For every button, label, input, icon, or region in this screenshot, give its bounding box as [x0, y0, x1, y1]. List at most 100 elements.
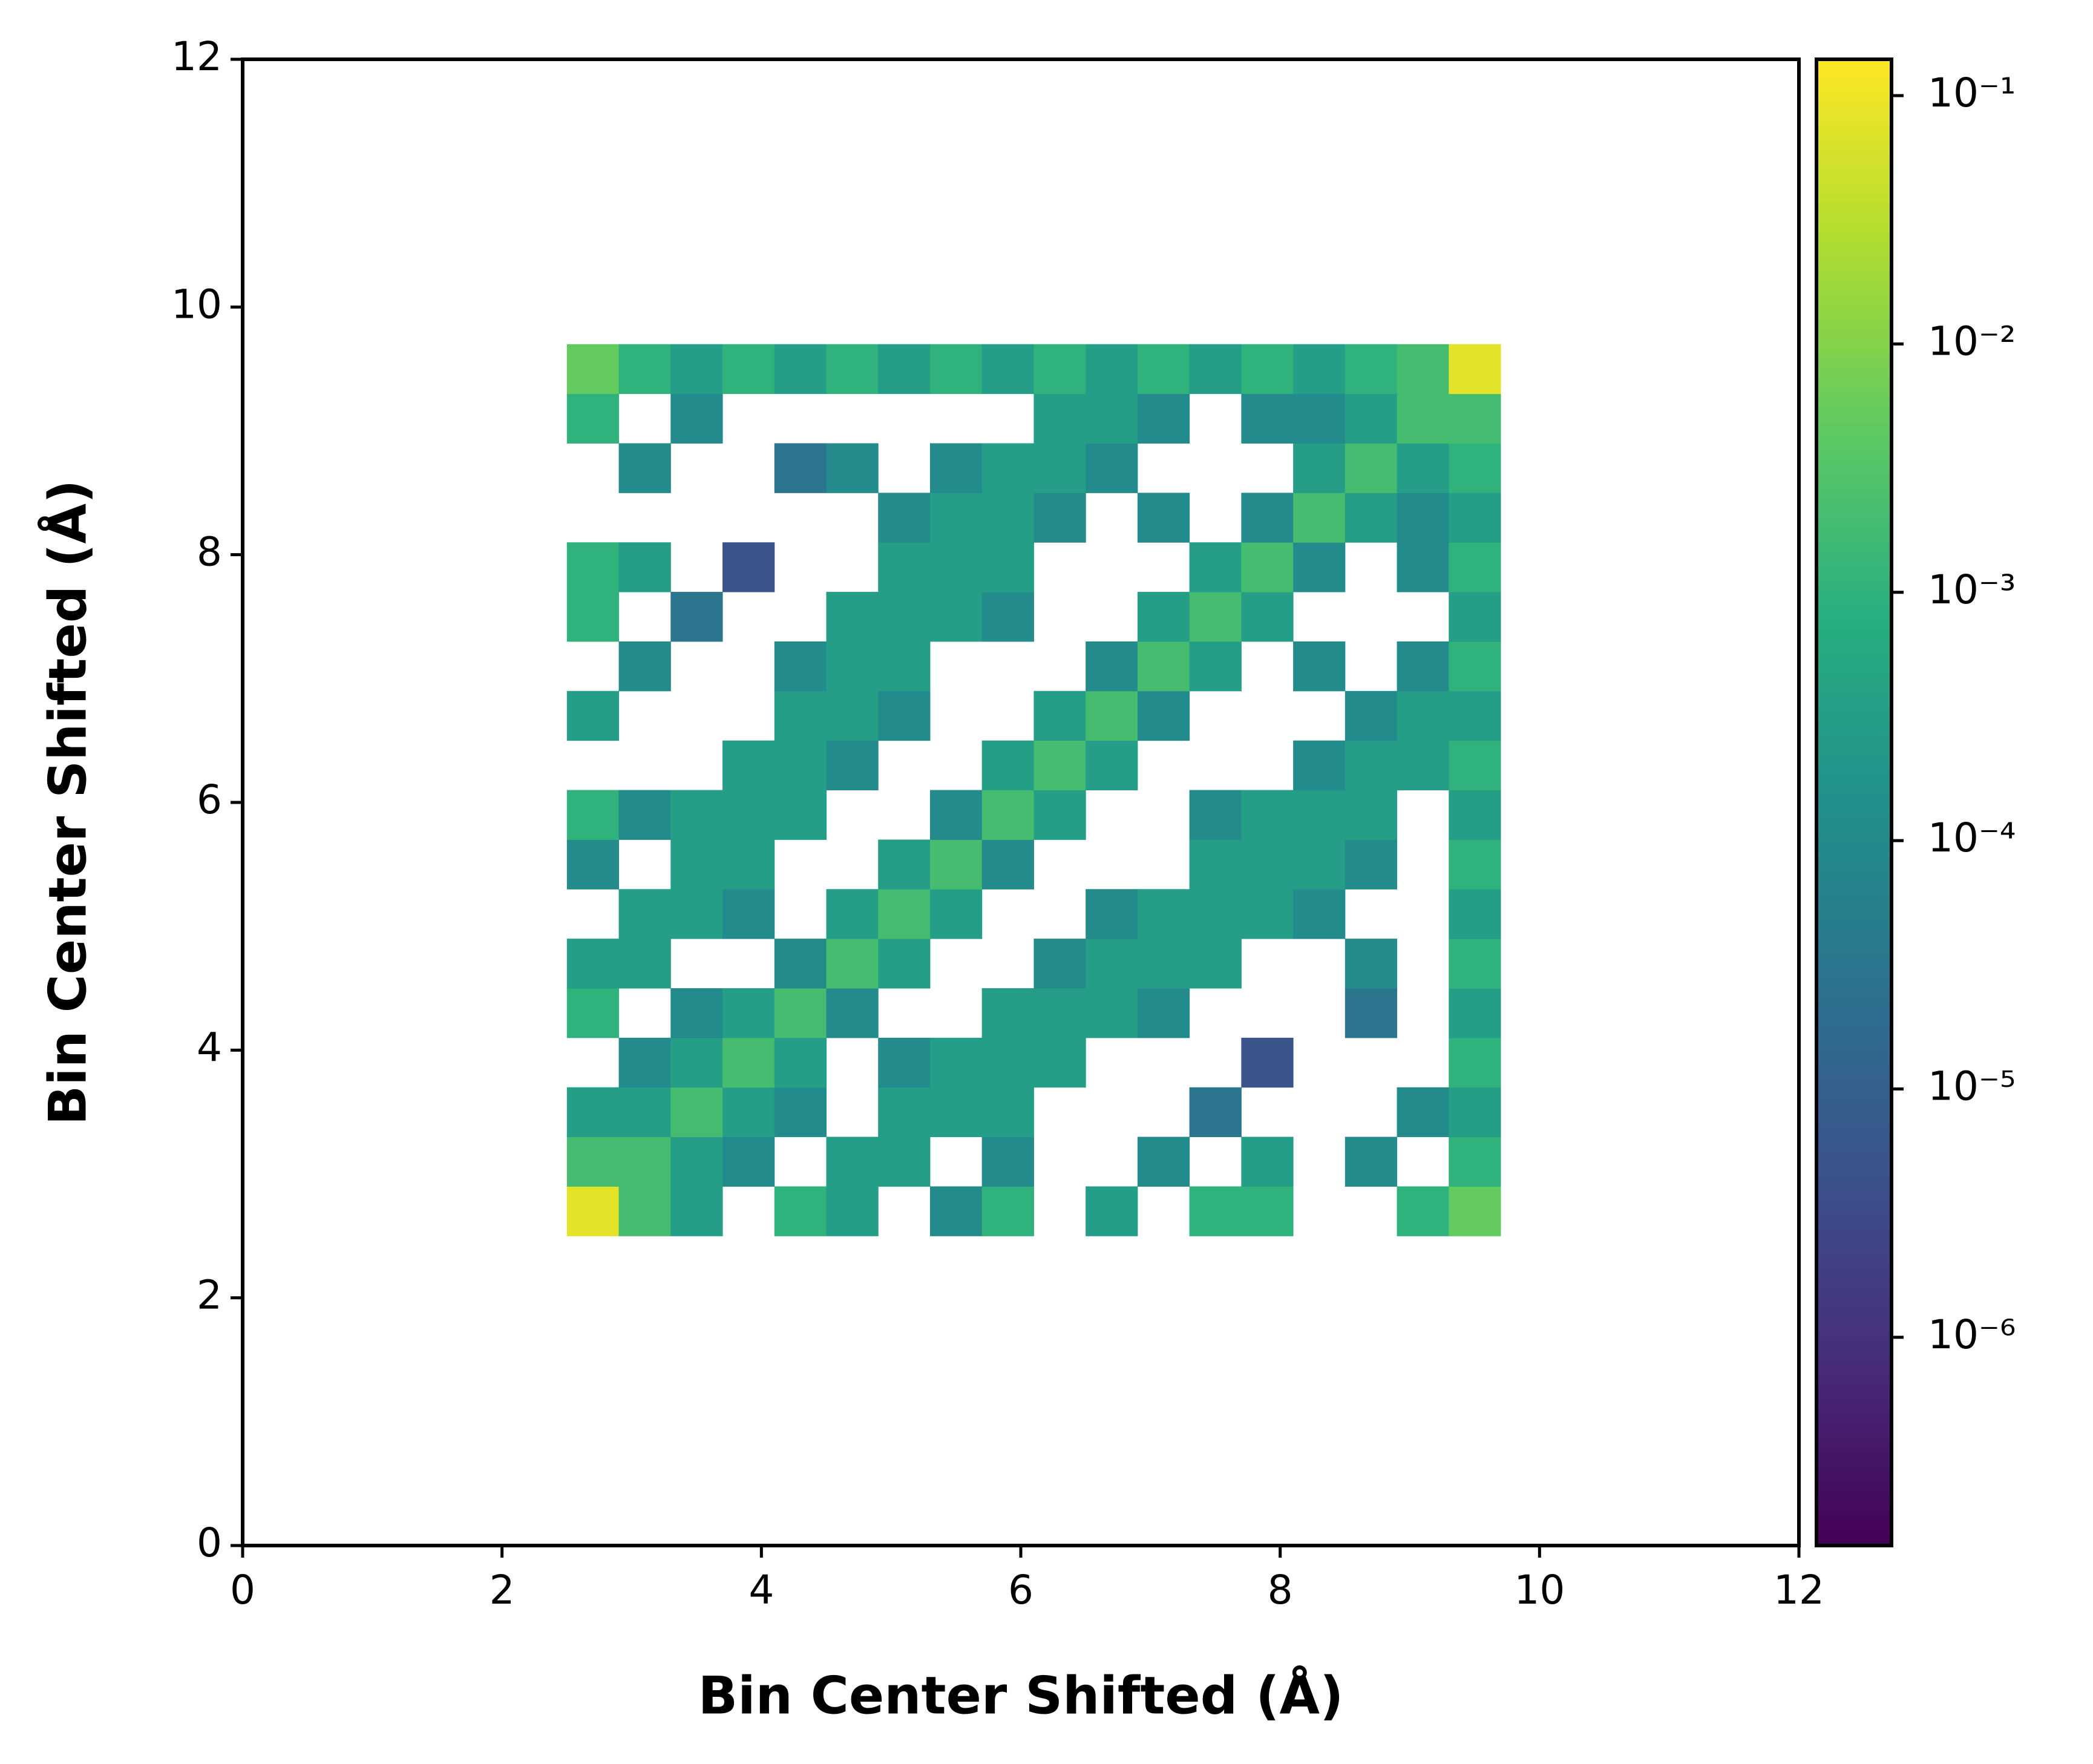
heatmap-cell: [929, 344, 983, 395]
colorbar-segment: [1816, 1006, 1892, 1014]
colorbar-segment: [1816, 1044, 1892, 1051]
colorbar-segment: [1816, 740, 1892, 747]
heatmap-cell: [1345, 939, 1398, 989]
colorbar-segment: [1816, 1502, 1892, 1509]
heatmap-cell: [1189, 542, 1242, 592]
heatmap-cell: [1293, 740, 1346, 791]
heatmap-cell: [826, 939, 879, 989]
heatmap-cell: [1189, 1186, 1242, 1236]
colorbar-segment: [1816, 654, 1892, 661]
heatmap-cell: [1293, 493, 1346, 543]
colorbar-segment: [1816, 585, 1892, 592]
heatmap-cell: [670, 1087, 723, 1138]
heatmap-cell: [1293, 344, 1346, 395]
heatmap-cell: [826, 988, 879, 1038]
colorbar-segment: [1816, 1353, 1892, 1360]
heatmap-cell: [826, 1186, 879, 1236]
colorbar-segment: [1816, 1360, 1892, 1367]
heatmap-cell: [774, 1037, 827, 1088]
colorbar-segment: [1816, 790, 1892, 797]
colorbar-segment: [1816, 1421, 1892, 1429]
heatmap-cell: [929, 790, 983, 840]
colorbar-segment: [1816, 858, 1892, 865]
colorbar-tick-label: 10⁻⁵: [1928, 1063, 2016, 1110]
colorbar-tick-label: 10⁻¹: [1928, 70, 2016, 116]
colorbar-segment: [1816, 1118, 1892, 1125]
colorbar-segment: [1816, 263, 1892, 271]
colorbar-segment: [1816, 815, 1892, 822]
heatmap-cell: [929, 839, 983, 890]
heatmap-cell: [1086, 393, 1138, 444]
colorbar-segment: [1816, 1514, 1892, 1521]
colorbar-segment: [1816, 864, 1892, 871]
heatmap-cell: [1033, 443, 1086, 493]
heatmap-cell: [722, 1087, 775, 1138]
heatmap-cell: [774, 740, 827, 791]
colorbar-segment: [1816, 344, 1892, 351]
heatmap-cell: [722, 790, 775, 840]
heatmap-cell: [1086, 690, 1138, 741]
x-tick-label: 10: [1514, 1567, 1565, 1613]
colorbar-segment: [1816, 1489, 1892, 1497]
colorbar-segment: [1816, 214, 1892, 221]
heatmap-cell: [670, 1037, 723, 1088]
heatmap-cell: [566, 790, 620, 840]
heatmap-cell: [670, 839, 723, 890]
heatmap-cell: [1137, 690, 1190, 741]
colorbar-segment: [1816, 399, 1892, 407]
colorbar-segment: [1816, 721, 1892, 729]
colorbar-segment: [1816, 511, 1892, 519]
colorbar-segment: [1816, 1316, 1892, 1323]
colorbar-segment: [1816, 90, 1892, 97]
colorbar-segment: [1816, 1434, 1892, 1441]
colorbar-segment: [1816, 635, 1892, 642]
heatmap-cell: [929, 889, 983, 939]
heatmap-cell: [1086, 1186, 1138, 1236]
heatmap-cell: [722, 839, 775, 890]
heatmap-cell: [1449, 443, 1501, 493]
heatmap-cell: [1086, 988, 1138, 1038]
heatmap-cell: [774, 344, 827, 395]
y-tick-label: 4: [197, 1024, 222, 1071]
colorbar-tick-label: 10⁻²: [1928, 318, 2016, 364]
y-tick-label: 8: [197, 529, 222, 575]
heatmap-cell: [1086, 641, 1138, 692]
y-tick-label: 10: [171, 281, 222, 327]
heatmap-cell: [929, 493, 983, 543]
colorbar-segment: [1816, 554, 1892, 562]
heatmap-cell: [1137, 592, 1190, 642]
colorbar-segment: [1816, 1019, 1892, 1026]
colorbar-segment: [1816, 851, 1892, 859]
heatmap-cell: [981, 493, 1034, 543]
colorbar-segment: [1816, 1254, 1892, 1262]
colorbar-segment: [1816, 530, 1892, 537]
heatmap-cell: [1397, 690, 1449, 741]
x-axis-label: Bin Center Shifted (Å): [698, 1665, 1344, 1726]
colorbar-segment: [1816, 1483, 1892, 1490]
colorbar-segment: [1816, 1236, 1892, 1243]
heatmap-cell: [1345, 690, 1398, 741]
colorbar-segment: [1816, 1273, 1892, 1280]
colorbar-segment: [1816, 895, 1892, 902]
colorbar-segment: [1816, 189, 1892, 196]
colorbar-segment: [1816, 1391, 1892, 1398]
colorbar-segment: [1816, 715, 1892, 723]
colorbar-segment: [1816, 375, 1892, 382]
colorbar-segment: [1816, 684, 1892, 692]
colorbar-segment: [1816, 140, 1892, 147]
heatmap-cell: [722, 988, 775, 1038]
heatmap-cell: [670, 592, 723, 642]
colorbar-segment: [1816, 1378, 1892, 1385]
heatmap-cell: [826, 344, 879, 395]
heatmap-cell: [670, 393, 723, 444]
colorbar-segment: [1816, 1446, 1892, 1454]
colorbar-segment: [1816, 1397, 1892, 1404]
heatmap-cell: [1137, 889, 1190, 939]
colorbar-segment: [1816, 542, 1892, 549]
colorbar-segment: [1816, 548, 1892, 556]
colorbar-segment: [1816, 313, 1892, 320]
heatmap-cell: [1241, 1136, 1294, 1187]
heatmap-cell: [722, 344, 775, 395]
heatmap-cell: [981, 1037, 1034, 1088]
heatmap-cell: [981, 839, 1034, 890]
